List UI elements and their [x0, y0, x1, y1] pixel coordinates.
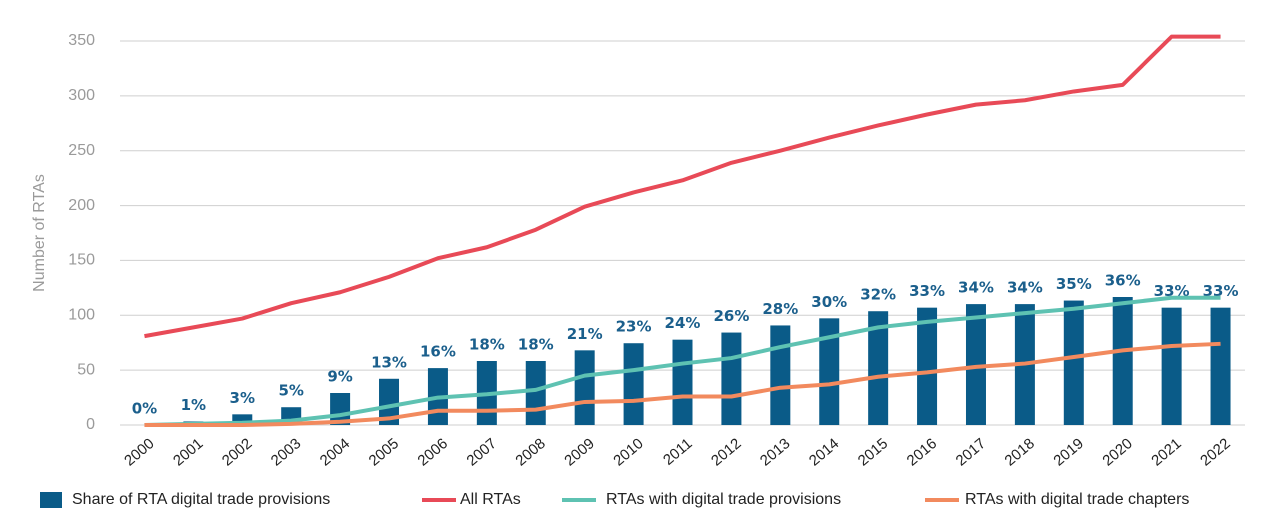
x-tick-label: 2022 — [1197, 435, 1233, 469]
y-tick-label: 150 — [68, 252, 95, 269]
y-tick-label: 0 — [86, 416, 95, 433]
x-tick-label: 2015 — [855, 435, 891, 469]
y-tick-label: 250 — [68, 142, 95, 159]
y-axis-label: Number of RTAs — [31, 174, 48, 292]
x-tick-label: 2017 — [953, 435, 989, 469]
bar — [1112, 297, 1133, 425]
bar — [770, 325, 791, 425]
x-tick-label: 2005 — [366, 435, 402, 469]
line — [144, 34, 1221, 339]
legend-label: All RTAs — [460, 491, 521, 508]
bar — [525, 361, 546, 425]
bar — [819, 318, 840, 425]
data-label: 21% — [567, 325, 603, 343]
data-label: 30% — [811, 293, 847, 311]
data-label: 1% — [181, 396, 206, 414]
data-label: 18% — [518, 336, 554, 354]
data-label: 5% — [278, 382, 303, 400]
y-tick-label: 100 — [68, 307, 95, 324]
data-label: 28% — [762, 300, 798, 318]
data-label: 3% — [230, 389, 255, 407]
x-tick-label: 2001 — [170, 435, 206, 469]
data-label: 32% — [860, 286, 896, 304]
bar — [574, 350, 595, 425]
legend-swatch — [40, 492, 62, 508]
x-tick-label: 2002 — [219, 435, 255, 469]
x-tick-label: 2011 — [660, 435, 696, 469]
data-label: 0% — [132, 400, 157, 418]
legend-label: RTAs with digital trade provisions — [606, 491, 841, 508]
bar — [623, 343, 644, 425]
bar — [917, 307, 938, 425]
bar — [672, 339, 693, 425]
y-tick-label: 200 — [68, 197, 95, 214]
data-label: 16% — [420, 343, 456, 361]
bar — [721, 332, 742, 425]
line — [144, 295, 1221, 427]
x-tick-label: 2013 — [757, 435, 793, 469]
data-label: 33% — [909, 282, 945, 300]
legend-label: RTAs with digital trade chapters — [965, 491, 1189, 508]
x-tick-label: 2007 — [463, 435, 499, 469]
line — [144, 341, 1221, 427]
data-label: 36% — [1105, 272, 1141, 290]
y-tick-label: 350 — [68, 32, 95, 49]
legend-label: Share of RTA digital trade provisions — [72, 491, 330, 508]
data-label: 18% — [469, 336, 505, 354]
y-tick-label: 300 — [68, 87, 95, 104]
data-label: 34% — [1007, 279, 1043, 297]
x-tick-label: 2006 — [415, 435, 451, 469]
x-tick-label: 2021 — [1148, 435, 1184, 469]
x-tick-label: 2000 — [121, 435, 157, 469]
bar — [1161, 307, 1182, 425]
x-tick-label: 2009 — [561, 435, 597, 469]
data-label: 9% — [327, 368, 352, 386]
data-label: 34% — [958, 279, 994, 297]
y-tick-label: 50 — [77, 361, 95, 378]
bar — [379, 378, 400, 425]
data-label: 24% — [665, 314, 701, 332]
data-label: 13% — [371, 353, 407, 371]
x-tick-label: 2008 — [512, 435, 548, 469]
x-tick-label: 2014 — [806, 435, 842, 469]
bar — [868, 311, 889, 425]
data-label: 33% — [1154, 282, 1190, 300]
bar — [232, 414, 253, 425]
bar — [965, 304, 986, 425]
x-tick-label: 2010 — [610, 435, 646, 469]
x-tick-label: 2012 — [708, 435, 744, 469]
x-tick-label: 2003 — [268, 435, 304, 469]
data-label: 35% — [1056, 275, 1092, 293]
bar — [1063, 300, 1084, 425]
data-label: 23% — [616, 318, 652, 336]
bar — [1210, 307, 1231, 425]
x-tick-label: 2019 — [1050, 435, 1086, 469]
x-tick-label: 2004 — [317, 435, 353, 469]
data-label: 26% — [713, 307, 749, 325]
x-tick-label: 2016 — [904, 435, 940, 469]
x-tick-label: 2018 — [1002, 435, 1038, 469]
data-label: 33% — [1203, 282, 1239, 300]
x-tick-label: 2020 — [1099, 435, 1135, 469]
